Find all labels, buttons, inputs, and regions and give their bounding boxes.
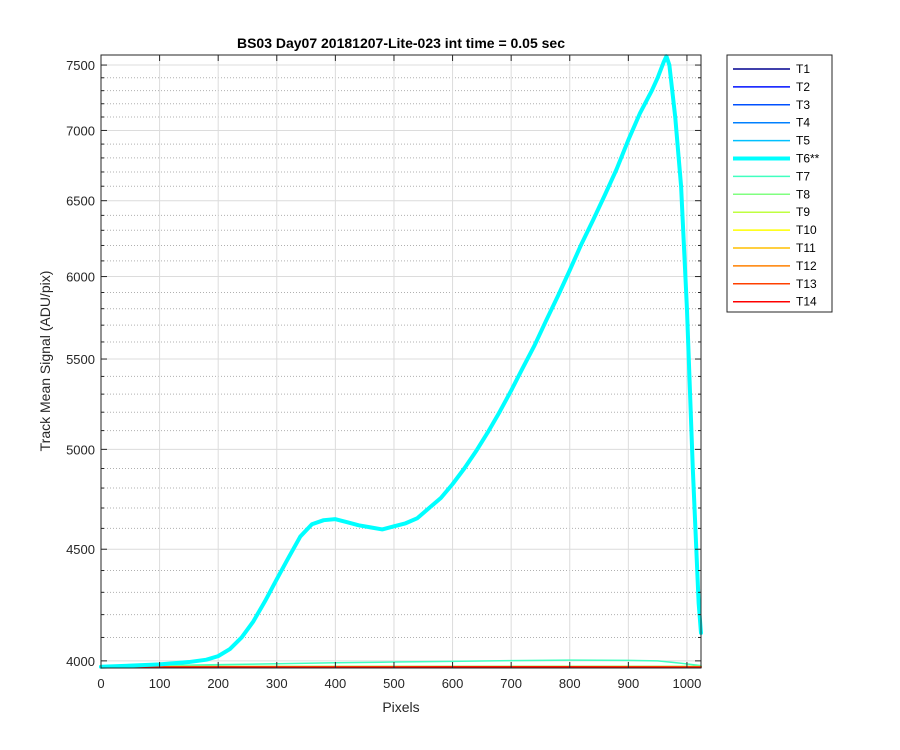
series-line-t6 [99, 54, 703, 669]
y-tick-label: 4500 [66, 542, 95, 557]
legend-label: T3 [796, 98, 810, 112]
x-tick-label: 300 [266, 676, 288, 691]
legend-label: T10 [796, 223, 817, 237]
y-tick-label: 7500 [66, 58, 95, 73]
y-tick-label: 6000 [66, 270, 95, 285]
x-tick-label: 700 [500, 676, 522, 691]
x-tick-labels: 0 100 200 300 400 500 600 700 800 900 1000 [97, 676, 701, 691]
legend-label: T7 [796, 169, 810, 183]
y-tick-label: 5000 [66, 442, 95, 457]
x-tick-label: 500 [383, 676, 405, 691]
x-tick-label: 1000 [672, 676, 701, 691]
legend-label: T4 [796, 116, 810, 130]
legend-label: T1 [796, 62, 810, 76]
legend-label: T12 [796, 259, 817, 273]
x-tick-label: 900 [617, 676, 639, 691]
axis-ticks [100, 55, 701, 668]
legend-label: T11 [796, 241, 816, 255]
legend-label: T8 [796, 187, 810, 201]
legend-label: T9 [796, 205, 810, 219]
x-tick-label: 600 [442, 676, 464, 691]
legend-items: T1 T2 T3 T4 T5 T6** T7 T8 T9 T10 T11 T12 T13 T14 [733, 62, 820, 309]
chart-title: BS03 Day07 20181207-Lite-023 int time = … [237, 35, 565, 51]
y-tick-label: 6500 [66, 194, 95, 209]
legend-label: T6** [796, 152, 820, 166]
y-tick-labels: 4000 4500 5000 5500 6000 6500 7000 7500 [66, 58, 95, 669]
legend-label: T14 [796, 295, 817, 309]
y-tick-label: 4000 [66, 654, 95, 669]
x-tick-label: 0 [97, 676, 104, 691]
y-axis-label: Track Mean Signal (ADU/pix) [37, 271, 53, 452]
y-tick-label: 5500 [66, 352, 95, 367]
x-tick-label: 200 [207, 676, 229, 691]
legend-label: T2 [796, 80, 810, 94]
plot-frame [100, 54, 702, 669]
legend-box [726, 54, 833, 313]
legend-label: T13 [796, 277, 817, 291]
x-tick-label: 100 [149, 676, 171, 691]
x-tick-label: 800 [559, 676, 581, 691]
minor-grid [101, 77, 701, 638]
legend-label: T5 [796, 134, 810, 148]
x-tick-label: 400 [325, 676, 347, 691]
series-layer [99, 54, 703, 669]
x-axis-label: Pixels [382, 699, 419, 715]
plot-area [101, 55, 701, 668]
legend: T1 T2 T3 T4 T5 T6** T7 T8 T9 T10 T11 T12 T13 T14 [726, 54, 833, 313]
y-tick-label: 7000 [66, 123, 95, 138]
